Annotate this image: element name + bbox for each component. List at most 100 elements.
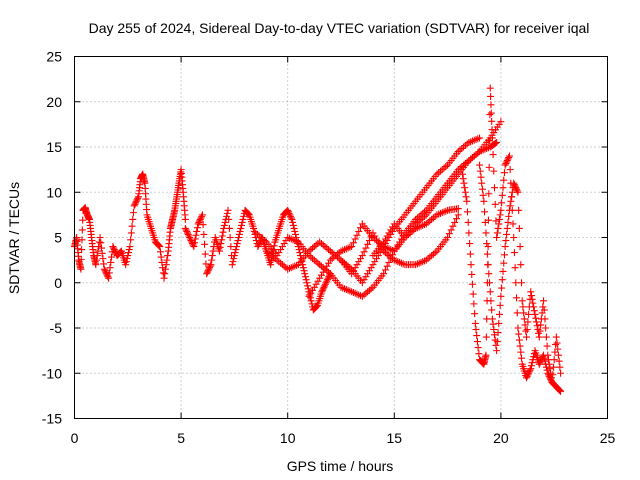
- data-point: [365, 286, 373, 294]
- data-point: [413, 214, 421, 222]
- data-point: [463, 197, 471, 205]
- y-tick-labels: 25 20 15 10 5 0 -5 -10 -15: [42, 49, 62, 427]
- data-point: [226, 234, 234, 241]
- series-7: [369, 205, 462, 260]
- data-point: [471, 310, 479, 318]
- data-point: [337, 247, 345, 255]
- data-point: [454, 211, 462, 219]
- data-point: [549, 371, 557, 379]
- data-point: [522, 374, 530, 382]
- data-point: [459, 175, 467, 183]
- data-point: [408, 227, 416, 235]
- data-point: [498, 199, 506, 207]
- data-point: [97, 239, 105, 247]
- data-point: [296, 249, 304, 257]
- data-point: [494, 224, 502, 232]
- data-point: [485, 163, 493, 171]
- data-point: [390, 256, 398, 264]
- data-point: [109, 243, 117, 251]
- data-point: [543, 342, 551, 350]
- data-points: [71, 84, 565, 395]
- data-point: [383, 262, 391, 270]
- data-point: [415, 259, 423, 267]
- data-point: [339, 284, 347, 292]
- data-point: [371, 258, 379, 266]
- data-point: [517, 261, 525, 269]
- data-point: [516, 342, 524, 350]
- data-point: [486, 279, 494, 287]
- data-point: [310, 256, 318, 264]
- data-point: [282, 237, 290, 245]
- data-point: [200, 230, 208, 238]
- data-point: [519, 303, 527, 311]
- data-point: [397, 259, 405, 267]
- data-point: [530, 307, 538, 315]
- data-point: [355, 227, 363, 235]
- data-point: [460, 161, 468, 169]
- data-point: [328, 249, 336, 257]
- data-point: [201, 250, 209, 258]
- data-point: [424, 218, 432, 226]
- data-point: [381, 235, 389, 243]
- data-point: [488, 315, 496, 323]
- data-point: [436, 209, 444, 217]
- data-point: [78, 236, 86, 244]
- data-point: [322, 279, 330, 287]
- data-point: [412, 261, 420, 269]
- y-tick-label: 10: [46, 184, 62, 200]
- data-point: [485, 190, 493, 198]
- data-point: [541, 357, 549, 365]
- data-point: [540, 306, 548, 314]
- data-point: [122, 258, 130, 266]
- data-point: [480, 197, 488, 205]
- data-point: [525, 310, 533, 318]
- data-point: [518, 297, 526, 305]
- data-point: [128, 222, 136, 230]
- data-point: [293, 261, 301, 269]
- data-point: [537, 321, 545, 329]
- data-point: [127, 236, 135, 244]
- data-point: [495, 220, 503, 228]
- data-point: [287, 214, 295, 222]
- data-point: [199, 221, 207, 229]
- data-point: [364, 288, 372, 296]
- data-point: [183, 227, 191, 235]
- data-point: [549, 363, 557, 371]
- data-point: [415, 212, 423, 220]
- data-point: [319, 286, 327, 294]
- data-point: [130, 202, 138, 210]
- data-point: [510, 181, 518, 189]
- data-point: [528, 295, 536, 303]
- data-point: [358, 292, 366, 300]
- data-point: [353, 231, 361, 239]
- data-point: [234, 237, 242, 245]
- data-point: [313, 302, 321, 310]
- data-point: [284, 208, 292, 216]
- data-point: [412, 224, 420, 232]
- data-point: [417, 222, 425, 230]
- data-point: [555, 357, 563, 365]
- data-point: [533, 322, 541, 330]
- data-point: [78, 246, 86, 254]
- data-point: [545, 360, 553, 368]
- data-point: [552, 333, 560, 341]
- data-point: [429, 250, 437, 258]
- data-point: [513, 187, 521, 195]
- data-point: [463, 208, 471, 216]
- data-point: [524, 318, 532, 326]
- data-point: [358, 252, 366, 260]
- data-point: [515, 206, 523, 214]
- data-point: [473, 338, 481, 346]
- data-point: [102, 268, 110, 276]
- data-point: [231, 249, 239, 257]
- data-point: [492, 341, 500, 349]
- x-tick-label: 5: [177, 430, 185, 446]
- data-point: [277, 259, 285, 267]
- data-point: [285, 264, 293, 272]
- data-point: [357, 224, 365, 232]
- data-point: [413, 260, 421, 268]
- data-point: [307, 253, 315, 261]
- data-point: [305, 292, 313, 300]
- data-point: [513, 294, 521, 302]
- data-point: [483, 240, 491, 248]
